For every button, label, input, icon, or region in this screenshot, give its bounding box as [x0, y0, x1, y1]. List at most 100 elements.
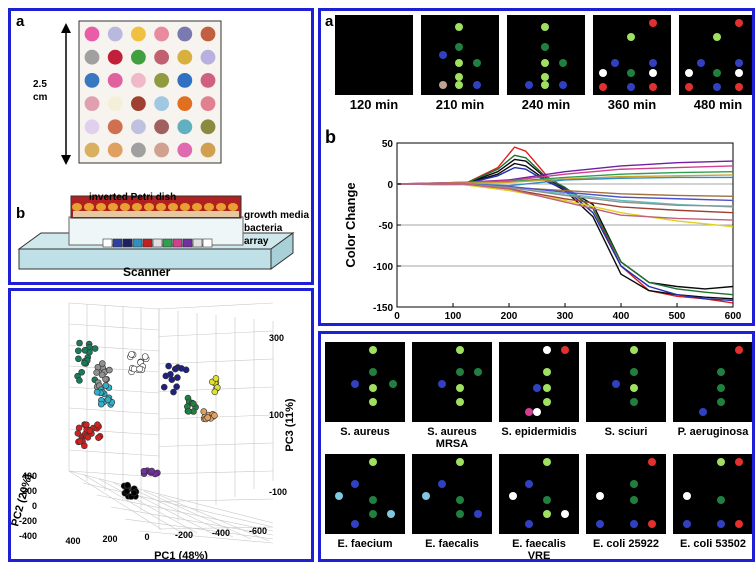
sensor-spot [456, 368, 464, 376]
series-line [397, 154, 734, 296]
sensor-spot [456, 398, 464, 406]
sensor-spot [561, 346, 569, 354]
sensor-spot [685, 83, 693, 91]
sensor-dot [154, 26, 170, 42]
x-tick-label: 400 [613, 311, 630, 322]
pca-point [106, 366, 113, 374]
sensor-spot [541, 59, 549, 67]
growth-media-bump [84, 203, 94, 211]
bacteria-dots [699, 346, 743, 416]
sensor-spot [735, 520, 743, 528]
bacteria-dots [509, 458, 569, 528]
sensor-dot [154, 73, 170, 88]
pca-point [130, 489, 138, 497]
pc1-tick-label: 200 [102, 534, 117, 544]
sensor-spot [369, 398, 377, 406]
x-tick-label: 500 [669, 311, 686, 322]
pca-point [76, 339, 83, 347]
growth-media-bump [108, 203, 118, 211]
timelapse-label: a [325, 13, 334, 30]
growth-media-bump [132, 203, 142, 211]
dish-label: inverted Petri dish [89, 192, 177, 203]
sensor-spot [630, 398, 638, 406]
timelapse-image [507, 15, 585, 95]
growth-media-bump [180, 203, 190, 211]
series-line [397, 183, 734, 202]
pca-plot: 300100-100-3004002000-200-4004002000-200… [11, 302, 296, 559]
pc1-tick-label: 0 [144, 532, 149, 542]
pca-point [212, 375, 220, 382]
series-line [397, 166, 734, 302]
media-label: growth media [244, 210, 310, 221]
timelapse-caption: 120 min [349, 97, 399, 112]
bacteria-name: S. sciuri [604, 426, 648, 438]
sensor-dot [177, 142, 193, 158]
sensor-spot [627, 33, 635, 41]
bacteria-caption: E. faecium [321, 538, 410, 550]
sensor-spot [351, 380, 359, 388]
grid-line [158, 358, 274, 365]
bacteria-dots [351, 346, 397, 406]
bacteria-caption: E. coli 53502 [668, 538, 752, 550]
pca-point [84, 433, 92, 441]
pca-point [99, 360, 106, 367]
pca-point [76, 377, 83, 384]
pca-point [167, 370, 174, 378]
sensor-spot [473, 59, 481, 67]
sensor-spot [627, 83, 635, 91]
bacteria-caption: S. aureus [321, 426, 410, 438]
panel-pca: 300100-100-3004002000-200-4004002000-200… [8, 288, 314, 562]
bacteria-dots [596, 458, 656, 528]
grid-line [158, 442, 274, 447]
grid-line [143, 490, 252, 540]
sensor-spot [541, 73, 549, 81]
grid-line [68, 470, 162, 530]
grid-line [68, 323, 160, 331]
sensor-spot [735, 346, 743, 354]
pc2-tick-label: 200 [22, 486, 37, 496]
sensor-dot [84, 142, 100, 158]
sensor-spot [541, 23, 549, 31]
pca-point [171, 365, 179, 373]
grid-line [138, 530, 274, 544]
sensor-spot [335, 492, 343, 500]
pca-point [102, 382, 110, 389]
sensor-spot [351, 480, 359, 488]
sensor-spot [455, 73, 463, 81]
timelapse-dots [439, 23, 481, 89]
series-line [396, 165, 734, 185]
bacteria-dots [683, 458, 743, 528]
grid-line [96, 494, 274, 532]
growth-media-bump [192, 203, 202, 211]
timelapse-image [421, 15, 499, 95]
pca-point [148, 467, 156, 475]
scanner-label: Scanner [123, 265, 171, 279]
pca-point [130, 365, 138, 373]
sensor-dot [131, 49, 146, 65]
pc3-tick-label: 100 [269, 410, 284, 420]
array-cell [162, 238, 173, 248]
sensor-spot [543, 510, 551, 518]
sensor-spot [369, 458, 377, 466]
array-cell [112, 238, 123, 248]
sensor-spot [717, 398, 725, 406]
grid-line [68, 407, 160, 415]
pc2-tick-label: 400 [22, 471, 37, 481]
sensor-dot [84, 96, 100, 111]
pca-point [76, 438, 84, 445]
sensor-spot [612, 380, 620, 388]
pca-point [140, 467, 148, 475]
bacteria-caption: E. faecalis VRE [494, 538, 584, 559]
sensor-spot [596, 520, 604, 528]
series-line [396, 174, 734, 185]
sensor-dot [154, 119, 170, 135]
sensor-dot [131, 142, 146, 158]
bacteria-dots [612, 346, 638, 406]
pca-point [104, 396, 112, 404]
bacteria-name: S. aureus [427, 426, 477, 438]
grid-line [158, 330, 274, 337]
sensor-spot [630, 368, 638, 376]
pca-point [75, 347, 82, 355]
bacteria-dots [525, 346, 569, 416]
